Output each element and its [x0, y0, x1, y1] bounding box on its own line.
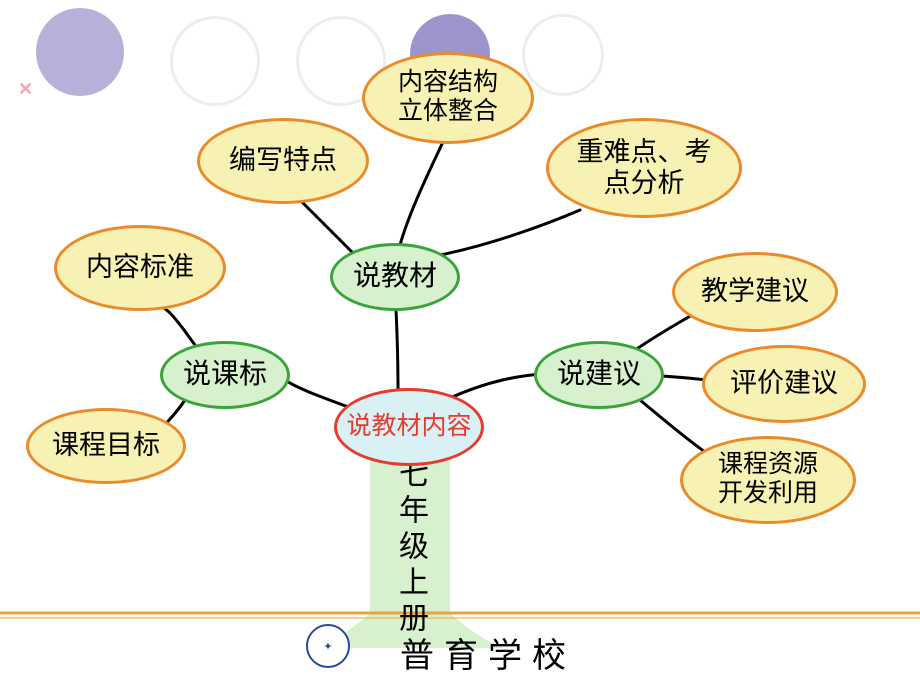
leaf-node-pingjia-jianyi: 评价建议: [702, 345, 866, 423]
branch-node-label: 说教材: [353, 261, 437, 293]
leaf-node-kecheng-mubiao: 课程目标: [26, 408, 186, 484]
x-mark-icon: ✕: [18, 79, 33, 100]
branch-node-jianyi: 说建议: [534, 341, 664, 409]
leaf-node-kecheng-ziyuan: 课程资源 开发利用: [680, 436, 856, 524]
root-node: 说教材内容: [334, 388, 484, 466]
trunk-text: 七年级上册: [388, 458, 432, 638]
school-logo-icon: ✦: [306, 624, 350, 668]
branch-node-label: 说建议: [557, 359, 641, 391]
leaf-node-label: 内容标准: [86, 252, 194, 283]
leaf-node-label: 教学建议: [701, 276, 809, 307]
leaf-node-zhongnandian: 重难点、考 点分析: [546, 118, 742, 218]
branch-node-kebiao: 说课标: [160, 341, 290, 409]
leaf-node-label: 课程资源 开发利用: [718, 451, 818, 509]
leaf-node-bianxie-tedian: 编写特点: [197, 118, 369, 204]
leaf-node-neirong-jiegou: 内容结构 立体整合: [362, 52, 534, 144]
root-node-text: 说教材内容: [346, 413, 471, 442]
leaf-node-label: 课程目标: [52, 430, 160, 461]
leaf-node-label: 评价建议: [730, 368, 838, 399]
school-name: 普育学校: [400, 628, 576, 677]
branch-node-label: 说课标: [183, 359, 267, 391]
deco-circle: [522, 14, 604, 96]
leaf-node-label: 重难点、考 点分析: [577, 137, 712, 199]
trunk-label: 七年级上册: [370, 448, 450, 648]
deco-circle: [36, 8, 124, 96]
leaf-node-jiaoxue-jianyi: 教学建议: [672, 252, 838, 332]
leaf-node-label: 内容结构 立体整合: [398, 69, 498, 127]
leaf-node-label: 编写特点: [229, 145, 337, 176]
branch-node-jiaocai: 说教材: [330, 243, 460, 311]
leaf-node-neirong-biaozhun: 内容标准: [54, 225, 226, 311]
deco-circle: [170, 16, 260, 106]
